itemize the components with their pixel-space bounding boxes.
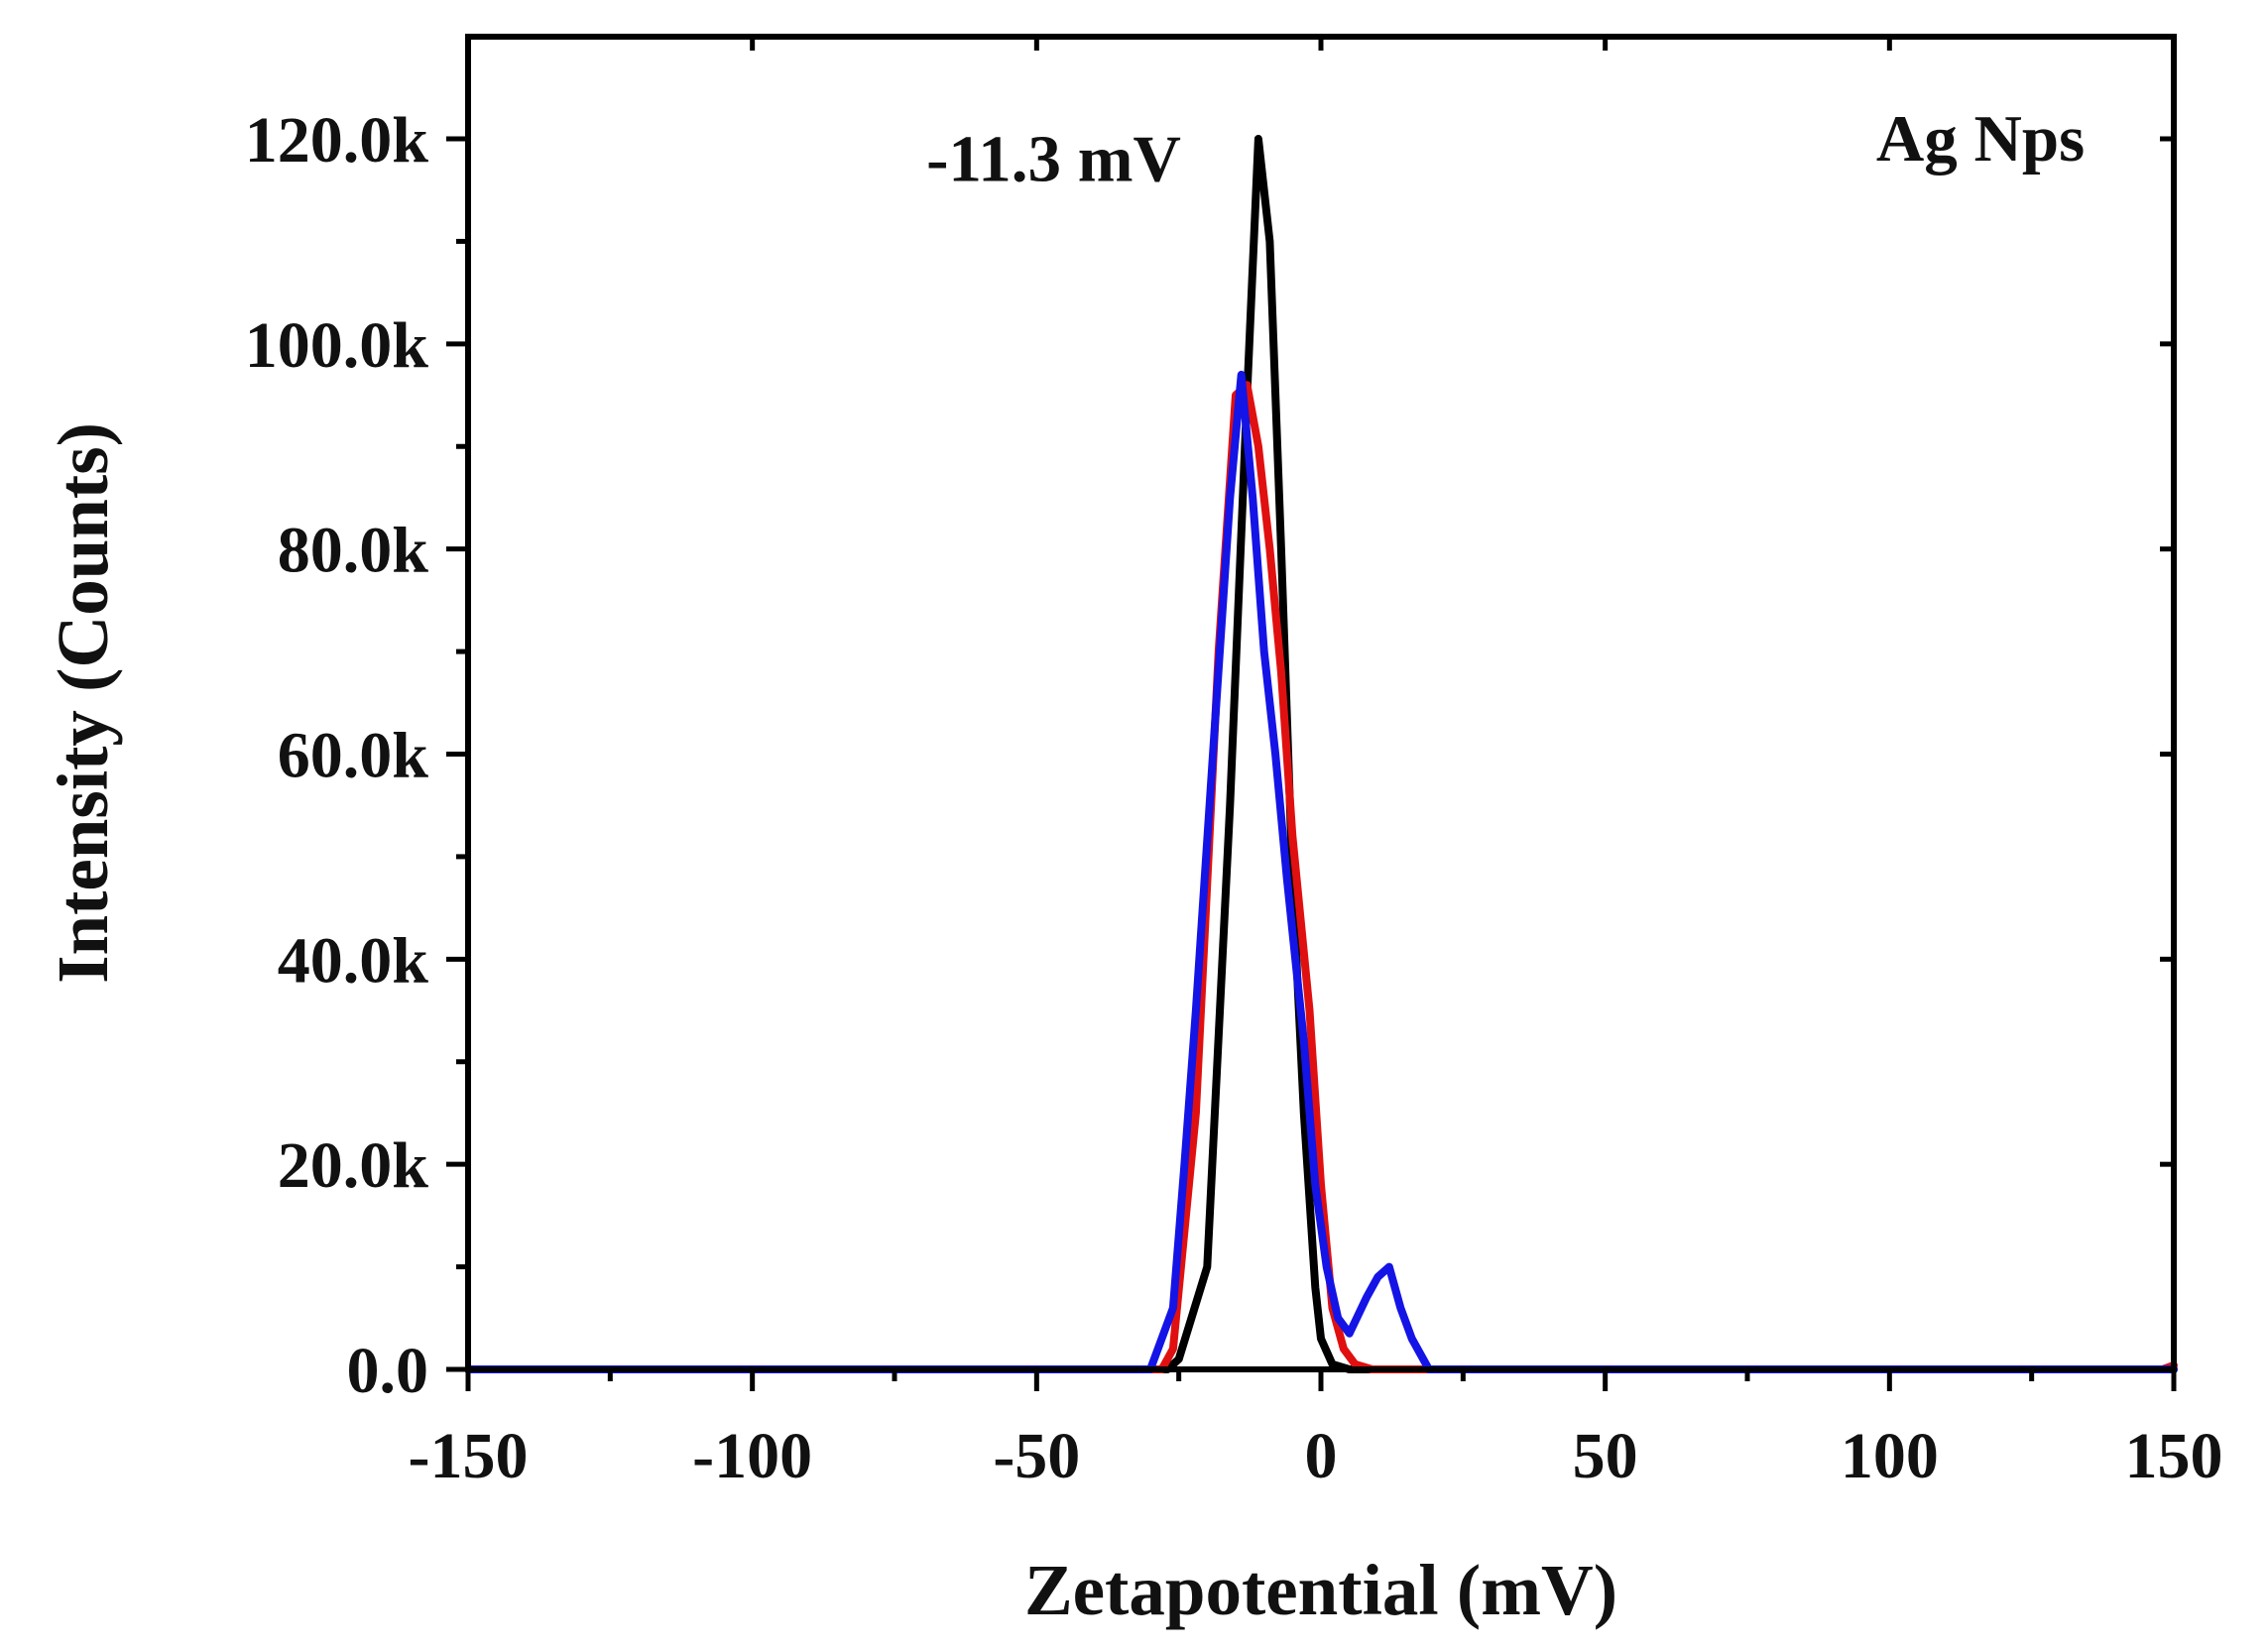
x-axis-title: Zetapotential (mV) [1024, 1550, 1617, 1630]
x-tick-label: 50 [1573, 1420, 1638, 1492]
x-tick-label: 100 [1841, 1420, 1939, 1492]
axis-layer [446, 34, 2177, 1391]
y-tick-label: 0.0 [347, 1335, 429, 1407]
y-tick-label: 80.0k [278, 515, 429, 587]
y-axis-title: Intensity (Counts) [43, 422, 123, 984]
x-tick-label: -50 [993, 1420, 1080, 1492]
x-tick-label: -150 [409, 1420, 529, 1492]
series-layer [464, 135, 2178, 1373]
y-tick-label: 60.0k [278, 720, 429, 792]
sample-label: Ag Nps [1876, 102, 2085, 176]
x-tick-label: 0 [1305, 1420, 1338, 1492]
series-line-blue [464, 370, 2178, 1373]
series-line-black [464, 135, 2178, 1373]
x-tick-label: -100 [692, 1420, 812, 1492]
x-tick-label: 150 [2125, 1420, 2223, 1492]
peak-value-label: -11.3 mV [926, 123, 1181, 196]
y-tick-label: 20.0k [278, 1129, 429, 1202]
y-tick-label: 40.0k [278, 924, 429, 997]
y-tick-label: 100.0k [245, 309, 429, 382]
label-layer: -150 -100 -50 0 50 100 150 0.0 20.0k 40.0k 60.0k 80… [43, 102, 2223, 1630]
y-tick-label: 120.0k [245, 104, 429, 177]
